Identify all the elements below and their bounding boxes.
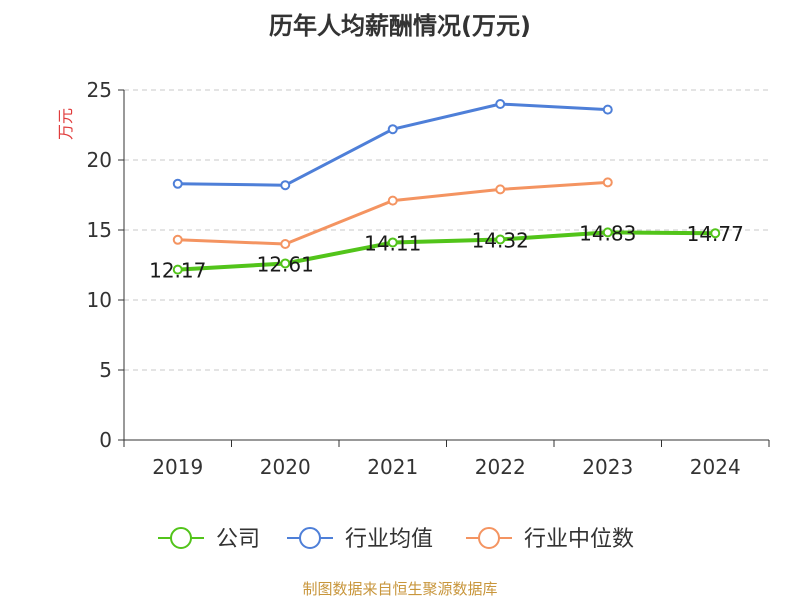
x-tick-label: 2022: [475, 455, 526, 479]
data-point: [280, 180, 291, 191]
legend-label: 行业均值: [345, 527, 433, 552]
data-point: [172, 234, 183, 245]
data-label: 14.11: [364, 231, 421, 255]
data-point: [387, 124, 398, 135]
data-point: [495, 99, 506, 109]
y-tick-label: 5: [99, 358, 112, 382]
chart-title: 历年人均薪酬情况(万元): [269, 12, 531, 40]
legend-label: 公司: [216, 527, 260, 552]
data-label: 14.32: [472, 229, 529, 253]
data-point: [495, 234, 506, 245]
source-note: 制图数据来自恒生聚源数据库: [302, 580, 498, 598]
data-point: [495, 184, 506, 195]
data-label: 14.83: [579, 221, 636, 245]
y-tick-label: 20: [87, 148, 112, 172]
data-point: [280, 258, 291, 269]
data-point: [280, 239, 291, 249]
x-tick-label: 2023: [582, 455, 633, 479]
y-tick-label: 15: [87, 218, 112, 242]
data-point: [602, 227, 613, 238]
data-label: 12.17: [149, 259, 206, 283]
y-axis-label: 万元: [56, 108, 75, 140]
legend-marker: [299, 527, 321, 549]
series-line: [177, 230, 716, 272]
x-tick-label: 2024: [690, 455, 741, 479]
data-point: [602, 104, 613, 115]
data-point: [387, 237, 398, 248]
x-tick-label: 2019: [152, 455, 203, 479]
data-point: [172, 178, 183, 189]
data-point: [602, 177, 613, 188]
data-point: [387, 195, 398, 206]
data-point: [710, 228, 721, 239]
legend-label: 行业中位数: [524, 527, 634, 552]
x-tick-label: 2020: [260, 455, 311, 479]
x-tick-label: 2021: [367, 455, 418, 479]
data-label: 12.61: [257, 252, 314, 276]
series-line: [177, 102, 608, 187]
y-tick-label: 25: [87, 78, 112, 102]
legend-marker: [170, 527, 192, 549]
data-point: [172, 264, 183, 275]
y-tick-label: 10: [87, 288, 112, 312]
y-tick-label: 0: [99, 428, 112, 452]
legend-marker: [478, 527, 500, 549]
data-label: 14.77: [687, 222, 744, 246]
